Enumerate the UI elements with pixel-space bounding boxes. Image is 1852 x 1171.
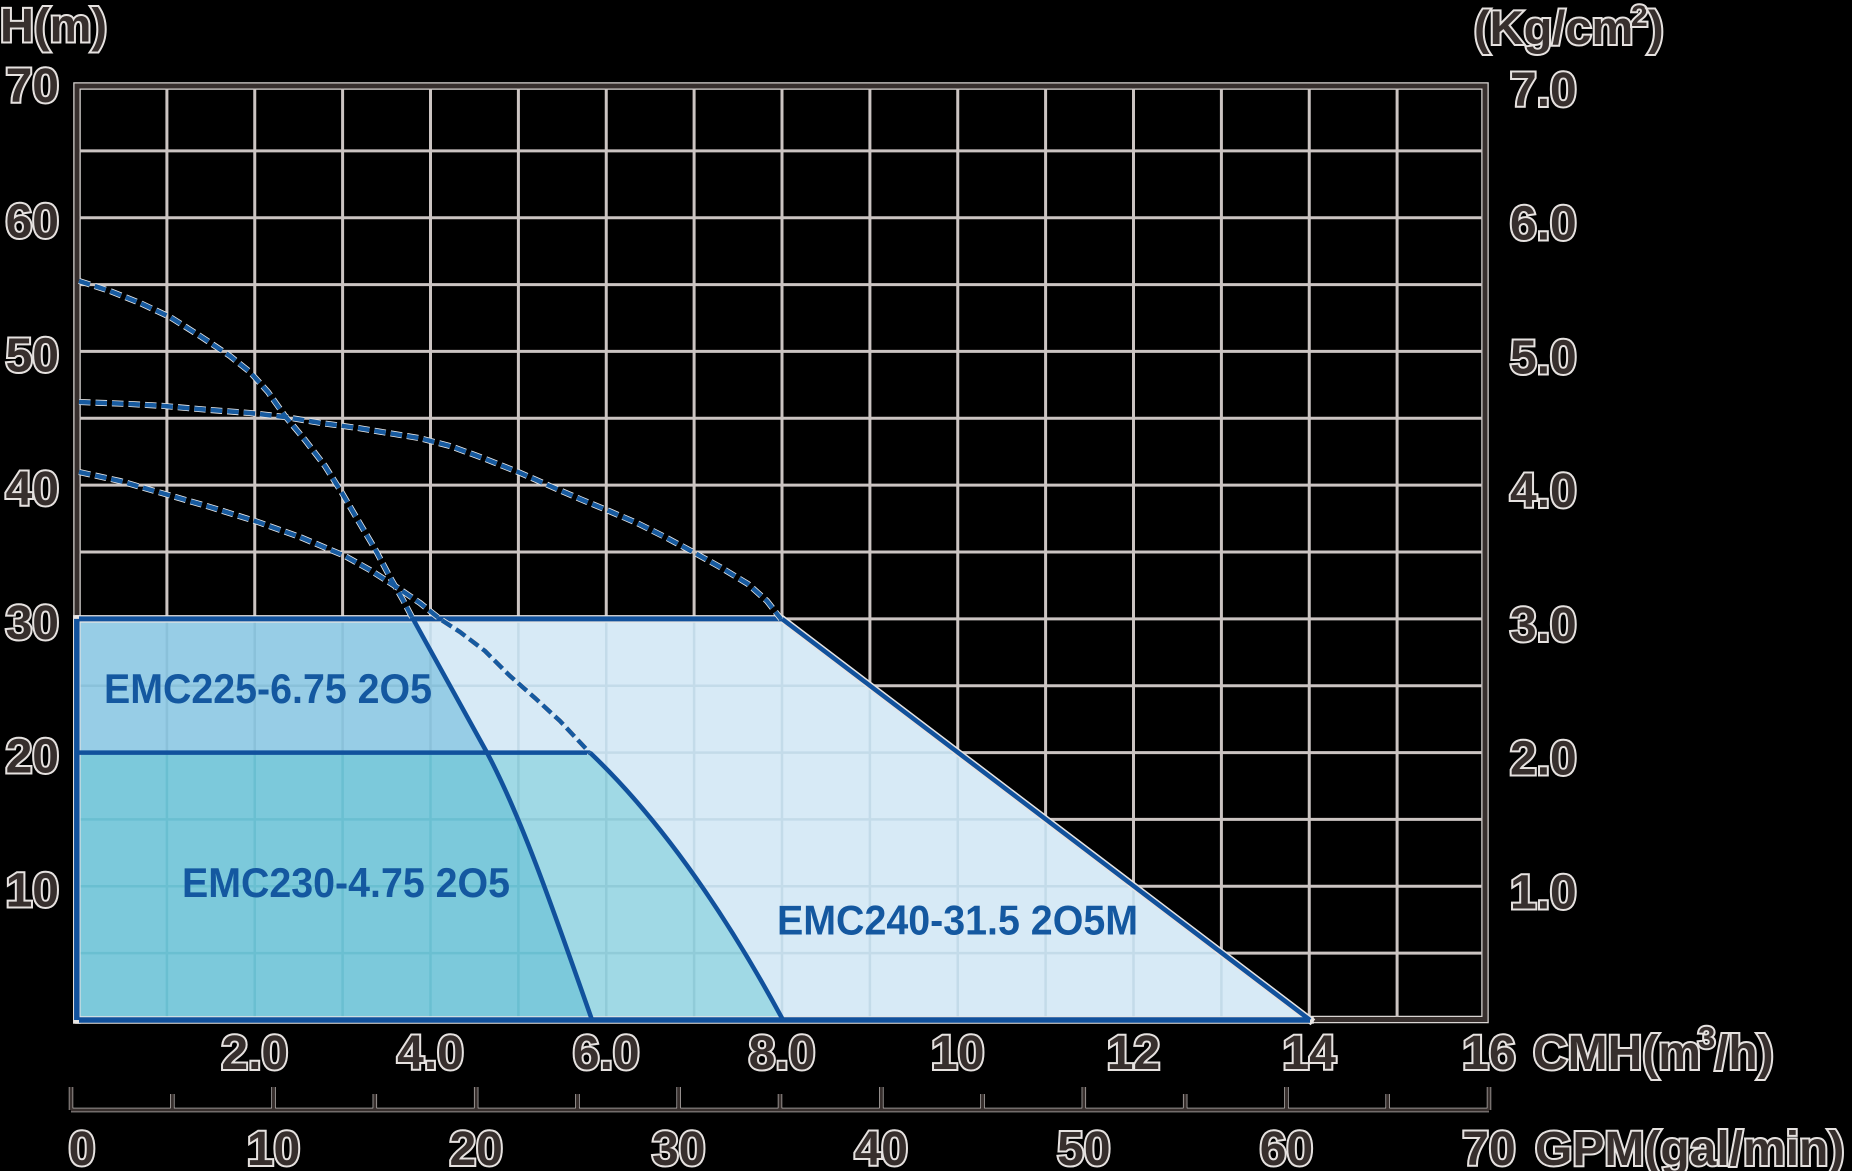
svg-text:70: 70 — [1462, 1123, 1515, 1171]
svg-text:20: 20 — [449, 1123, 502, 1171]
svg-text:8.0: 8.0 — [749, 1027, 816, 1080]
svg-text:3.0: 3.0 — [1510, 599, 1577, 652]
svg-text:GPM(gal/min): GPM(gal/min) — [1535, 1123, 1844, 1171]
svg-text:): ) — [1648, 1, 1664, 54]
svg-text:4.0: 4.0 — [397, 1027, 464, 1080]
svg-text:10: 10 — [6, 864, 59, 917]
svg-text:7.0: 7.0 — [1510, 64, 1577, 117]
svg-text:70: 70 — [6, 60, 59, 113]
svg-text:16: 16 — [1462, 1027, 1515, 1080]
svg-text:50: 50 — [6, 329, 59, 382]
svg-text:EMC240-31.5 2O5M: EMC240-31.5 2O5M — [777, 897, 1138, 944]
svg-text:4.0: 4.0 — [1510, 465, 1577, 518]
svg-text:EMC225-6.75 2O5: EMC225-6.75 2O5 — [104, 665, 432, 712]
svg-text:50: 50 — [1057, 1123, 1110, 1171]
svg-text:H(m): H(m) — [0, 0, 107, 52]
svg-text:2: 2 — [1631, 0, 1648, 33]
svg-text:40: 40 — [6, 463, 59, 516]
svg-text:2.0: 2.0 — [1510, 733, 1577, 786]
svg-text:(Kg/cm: (Kg/cm — [1474, 1, 1633, 54]
svg-text:5.0: 5.0 — [1510, 331, 1577, 384]
svg-text:10: 10 — [247, 1123, 300, 1171]
svg-text:6.0: 6.0 — [1510, 198, 1577, 251]
svg-text:/h): /h) — [1715, 1027, 1774, 1080]
svg-text:CMH(m: CMH(m — [1533, 1027, 1701, 1080]
svg-text:2.0: 2.0 — [221, 1027, 288, 1080]
svg-text:1.0: 1.0 — [1510, 866, 1577, 919]
svg-text:20: 20 — [6, 731, 59, 784]
svg-text:14: 14 — [1283, 1027, 1337, 1080]
svg-text:0: 0 — [69, 1123, 96, 1171]
svg-text:30: 30 — [652, 1123, 705, 1171]
svg-text:60: 60 — [1260, 1123, 1313, 1171]
svg-text:6.0: 6.0 — [573, 1027, 640, 1080]
svg-text:EMC230-4.75 2O5: EMC230-4.75 2O5 — [182, 859, 510, 906]
svg-text:40: 40 — [855, 1123, 908, 1171]
svg-text:30: 30 — [6, 597, 59, 650]
svg-text:3: 3 — [1698, 1020, 1715, 1055]
svg-text:10: 10 — [931, 1027, 984, 1080]
svg-text:60: 60 — [6, 196, 59, 249]
svg-text:12: 12 — [1107, 1027, 1160, 1080]
